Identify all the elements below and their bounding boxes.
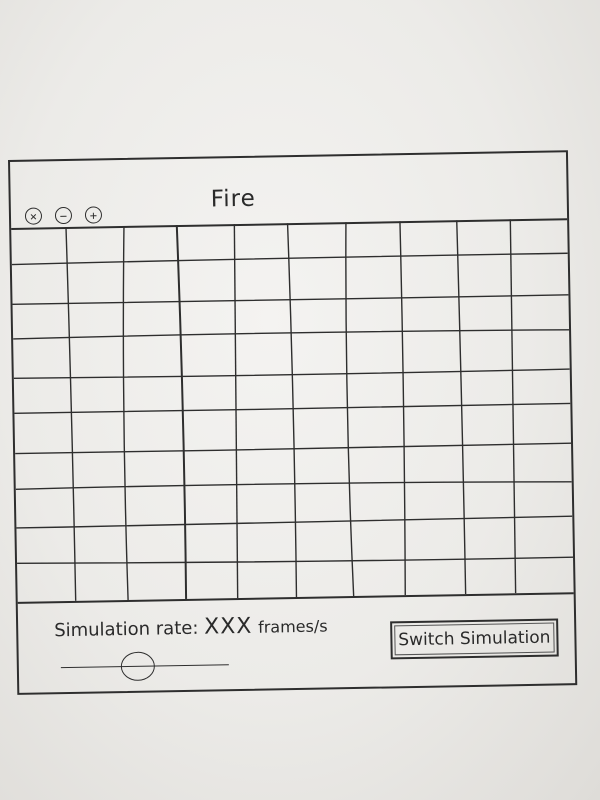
window-controls: × − + [24,206,103,225]
grid-column-line [175,225,188,599]
rate-slider-handle[interactable] [120,651,156,682]
close-icon[interactable]: × [24,207,43,225]
grid-row-line [15,481,572,491]
simulation-grid[interactable] [11,218,574,604]
grid-column-line [122,225,129,600]
grid-column-line [509,219,517,594]
grid-row-line [16,515,573,529]
minimize-icon[interactable]: − [54,206,73,225]
grid-row-line [12,294,569,306]
control-panel: Simulation rate: XXX frames/s Switch Sim… [18,594,575,693]
grid-row-line [15,442,572,455]
rate-unit: frames/s [257,616,328,637]
grid-row-line [11,252,568,266]
simulation-grid-canvas[interactable] [11,218,574,602]
grid-row-line [13,329,570,340]
grid-row-line [17,556,574,565]
grid-column-line [286,223,298,598]
simulation-rate-label: Simulation rate: XXX frames/s [54,612,328,642]
grid-column-line [345,222,355,597]
grid-column-line [65,226,77,601]
title-bar: × − + Fire [10,152,568,230]
rate-label-text: Simulation rate: [54,617,199,642]
rate-slider[interactable] [60,650,229,683]
grid-column-line [399,221,406,596]
grid-row-line [14,402,571,415]
switch-simulation-button[interactable]: Switch Simulation [390,618,559,660]
maximize-icon[interactable]: + [84,206,103,224]
rate-value: XXX [203,613,253,640]
window-title: Fire [210,185,257,213]
app-window: × − + Fire Simulation rate: XXX frames/s… [8,150,578,695]
grid-row-line [13,368,570,380]
grid-column-line [456,220,467,595]
grid-column-line [233,224,239,599]
